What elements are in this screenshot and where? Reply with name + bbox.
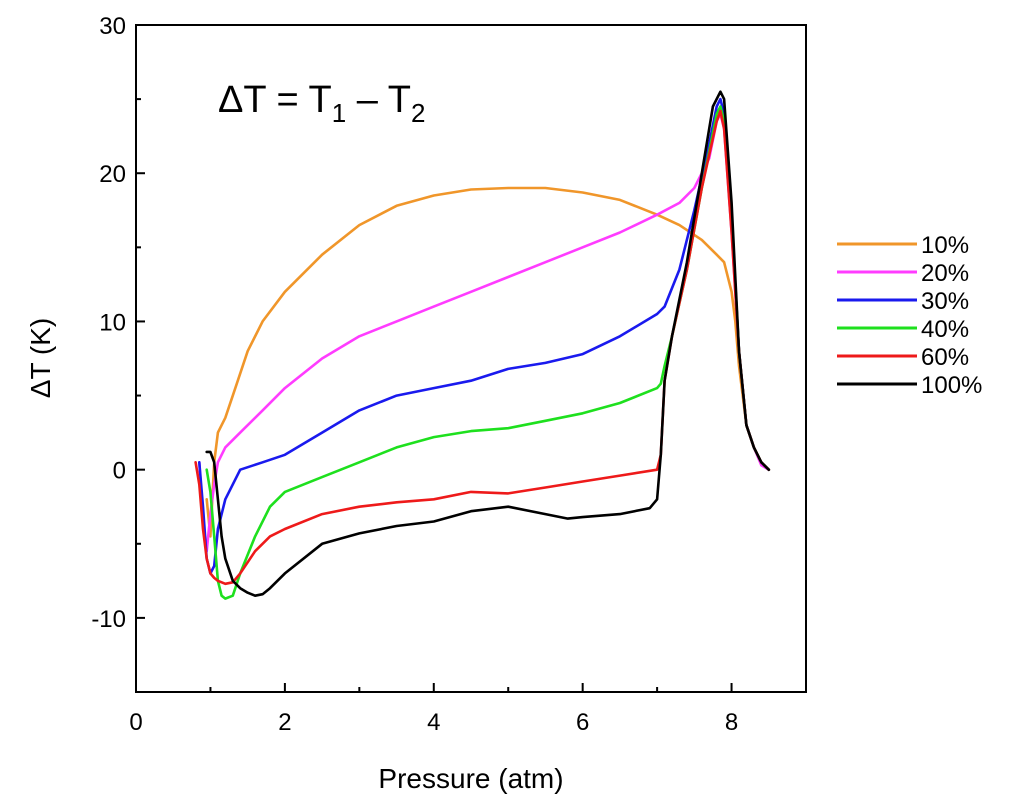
series-line-40pct	[205, 105, 771, 600]
legend-label: 60%	[921, 344, 969, 371]
legend-label: 30%	[921, 288, 969, 315]
y-tick-label: 20	[99, 161, 126, 188]
series-line-30pct	[198, 97, 771, 575]
series-line-10pct	[205, 186, 771, 538]
legend: 10%20%30%40%60%100%	[837, 232, 982, 399]
series-line-60pct	[194, 109, 771, 586]
x-tick-label: 4	[427, 709, 440, 736]
y-tick-label: 10	[99, 309, 126, 336]
legend-label: 40%	[921, 316, 969, 343]
series-line-100pct	[205, 90, 771, 598]
y-axis-title: ΔT (K)	[25, 318, 56, 398]
axis-ticks: 0 2 4 6 8 -10 0 10 20 30	[91, 13, 738, 736]
y-tick-label: -10	[91, 606, 126, 633]
legend-label: 20%	[921, 260, 969, 287]
x-tick-label: 2	[278, 709, 291, 736]
y-tick-label: 0	[113, 458, 126, 485]
chart-annotation: ΔT = T1 – T2	[218, 79, 425, 128]
x-tick-label: 6	[576, 709, 589, 736]
plot-frame	[135, 24, 807, 693]
series-lines	[194, 90, 771, 600]
series-line-20pct	[198, 112, 771, 553]
x-tick-label: 0	[129, 709, 142, 736]
legend-label: 100%	[921, 372, 982, 399]
x-axis-title: Pressure (atm)	[378, 763, 563, 794]
x-tick-label: 8	[725, 709, 738, 736]
y-tick-label: 30	[99, 13, 126, 40]
legend-label: 10%	[921, 232, 969, 259]
